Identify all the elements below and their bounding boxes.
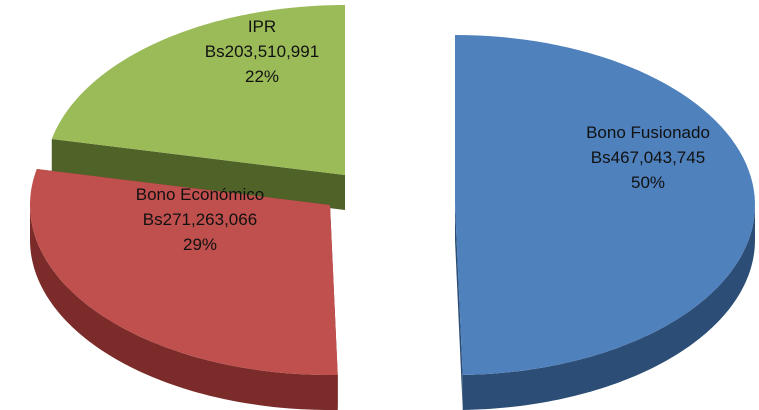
slice-wall — [455, 205, 463, 410]
data-label: IPR Bs203,510,991 22% — [162, 14, 362, 89]
slice-rim — [462, 205, 755, 410]
percentage-label: 50% — [630, 173, 666, 192]
value-label: Bs271,263,066 — [142, 210, 258, 229]
data-label: Bono Fusionado Bs467,043,745 50% — [548, 120, 748, 195]
value-label: Bs467,043,745 — [590, 148, 706, 167]
value-label: Bs203,510,991 — [204, 42, 320, 61]
slice-top — [455, 35, 755, 375]
category-label: Bono Económico — [135, 185, 265, 204]
slice-top — [30, 169, 338, 375]
slice-wall — [51, 139, 345, 210]
slice — [51, 5, 345, 210]
category-label: Bono Fusionado — [586, 123, 710, 142]
percentage-label: 29% — [182, 235, 218, 254]
slice-top — [51, 5, 345, 175]
percentage-label: 22% — [244, 67, 280, 86]
slice — [455, 35, 755, 410]
slice — [30, 169, 338, 410]
data-label: Bono Económico Bs271,263,066 29% — [130, 182, 270, 257]
category-label: IPR — [247, 17, 277, 36]
slice-rim — [30, 205, 338, 410]
